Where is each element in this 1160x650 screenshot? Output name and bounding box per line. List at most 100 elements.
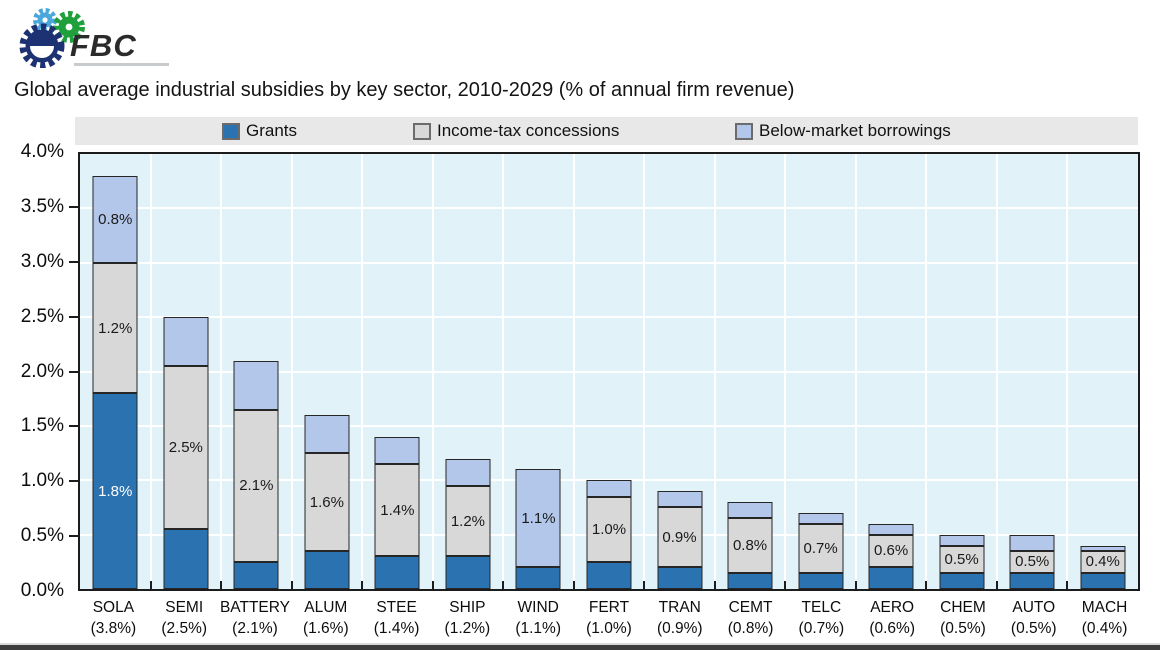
segment-value-label: 0.9% <box>662 528 697 546</box>
x-category-label: AUTO (0.5%) <box>998 598 1069 640</box>
x-axis-tick <box>713 581 716 589</box>
category-name: MACH <box>1081 599 1128 616</box>
segment-below-market-borrowings: 1.1% <box>515 469 561 568</box>
segment-below-market-borrowings <box>586 480 632 497</box>
category-name: STEE <box>376 599 417 616</box>
x-category-label: TRAN (0.9%) <box>644 598 715 640</box>
segment-grants <box>233 561 279 589</box>
x-axis-labels: SOLA (3.8%) SEMI (2.5%) BATTERY (2.1%) ALUM (1.… <box>78 598 1140 640</box>
x-axis-tick <box>925 581 928 589</box>
y-axis-tick <box>69 315 78 318</box>
y-axis-label: 4.0% <box>20 141 64 162</box>
segment-income-tax-concessions: 0.9% <box>657 507 703 568</box>
logo-tagline <box>74 63 169 66</box>
segment-income-tax-concessions: 0.6% <box>868 534 914 568</box>
legend-item-below-market: Below-market borrowings <box>735 117 951 145</box>
segment-grants <box>586 561 632 589</box>
segment-income-tax-concessions: 1.2% <box>445 485 491 557</box>
category-name: SEMI <box>165 599 204 616</box>
chart-title: Global average industrial subsidies by k… <box>14 79 795 101</box>
x-axis-tick <box>784 581 787 589</box>
v-gridline <box>431 154 434 589</box>
stacked-bar-auto: 0.5% <box>1009 534 1055 589</box>
stacked-bar-aero: 0.6% <box>868 523 914 589</box>
x-category-label: ALUM (1.6%) <box>290 598 361 640</box>
y-axis-label: 2.5% <box>20 305 64 327</box>
segment-below-market-borrowings <box>1009 534 1055 551</box>
x-category-label: STEE (1.4%) <box>361 598 432 640</box>
category-total: (2.1%) <box>232 619 278 637</box>
category-total: (1.2%) <box>444 619 491 637</box>
segment-income-tax-concessions: 1.0% <box>586 496 632 562</box>
stacked-bar-ship: 1.2% <box>445 458 491 589</box>
x-axis-tick <box>643 581 646 589</box>
segment-value-label: 1.6% <box>309 493 344 511</box>
legend-strip: Grants Income-tax concessions Below-mark… <box>75 117 1138 145</box>
x-category-label: SHIP (1.2%) <box>432 598 503 640</box>
logo-wordmark: FBC <box>70 28 137 63</box>
segment-grants <box>727 572 773 589</box>
segment-value-label: 1.2% <box>98 319 133 337</box>
bar-slot-fert: 1.0% <box>574 154 645 589</box>
x-category-label: TELC (0.7%) <box>786 598 857 640</box>
segment-income-tax-concessions: 2.5% <box>163 366 209 530</box>
y-axis-label: 2.0% <box>20 360 64 382</box>
bar-slot-wind: 1.1% <box>503 154 574 589</box>
category-name: TRAN <box>658 599 701 616</box>
category-total: (1.6%) <box>302 619 349 637</box>
segment-value-label: 1.0% <box>591 520 627 538</box>
segment-value-label: 0.8% <box>732 537 768 554</box>
x-category-label: CEMT (0.8%) <box>715 598 786 640</box>
category-name: CEMT <box>728 599 773 616</box>
segment-value-label: 1.4% <box>380 501 415 519</box>
segment-grants <box>445 556 491 589</box>
x-category-label: FERT (1.0%) <box>574 598 645 640</box>
category-name: CHEM <box>940 599 986 616</box>
y-axis-tick <box>69 370 78 373</box>
stacked-bar-chem: 0.5% <box>939 534 985 589</box>
segment-below-market-borrowings <box>798 512 844 524</box>
segment-grants <box>163 529 209 589</box>
v-gridline <box>361 154 364 589</box>
bar-slot-battery: 2.1% <box>221 154 292 589</box>
segment-income-tax-concessions: 0.5% <box>939 545 985 573</box>
x-axis-tick <box>220 581 223 589</box>
stacked-bar-tran: 0.9% <box>657 491 703 589</box>
y-axis-label: 1.0% <box>20 470 64 492</box>
segment-below-market-borrowings <box>304 415 350 454</box>
segment-below-market-borrowings <box>1080 545 1126 551</box>
category-total: (0.6%) <box>869 619 915 637</box>
v-gridline <box>713 154 716 589</box>
category-name: AERO <box>870 599 915 616</box>
segment-below-market-borrowings <box>445 458 491 486</box>
category-total: (0.5%) <box>940 619 986 637</box>
bar-slot-telc: 0.7% <box>785 154 856 589</box>
category-name: ALUM <box>304 599 348 616</box>
segment-income-tax-concessions: 0.8% <box>727 518 773 573</box>
bar-slot-auto: 0.5% <box>997 154 1068 589</box>
h-gridline <box>80 316 1138 319</box>
v-gridline <box>220 154 223 589</box>
category-total: (0.9%) <box>656 619 703 637</box>
grants-swatch-icon <box>222 122 240 140</box>
category-total: (0.5%) <box>1010 619 1057 637</box>
y-axis-tick <box>69 480 78 483</box>
y-axis-label: 0.0% <box>20 580 64 601</box>
bar-slot-alum: 1.6% <box>292 154 363 589</box>
segment-grants <box>304 550 350 589</box>
x-axis-tick <box>572 581 575 589</box>
fbc-logo: FBC <box>12 6 242 68</box>
x-axis-tick <box>854 581 857 589</box>
segment-grants: 1.8% <box>92 393 138 589</box>
bar-slot-mach: 0.4% <box>1067 154 1138 589</box>
stacked-bar-battery: 2.1% <box>233 360 279 589</box>
category-name: BATTERY <box>219 599 291 616</box>
x-axis-tick <box>1066 581 1069 589</box>
x-category-label: AERO (0.6%) <box>857 598 928 640</box>
bar-slot-tran: 0.9% <box>644 154 715 589</box>
stacked-bar-fert: 1.0% <box>586 480 632 589</box>
segment-grants <box>374 556 420 589</box>
stacked-bar-sola: 1.8% 1.2% 0.8% <box>92 175 138 589</box>
segment-grants <box>868 567 914 589</box>
segment-below-market-borrowings <box>233 360 279 410</box>
